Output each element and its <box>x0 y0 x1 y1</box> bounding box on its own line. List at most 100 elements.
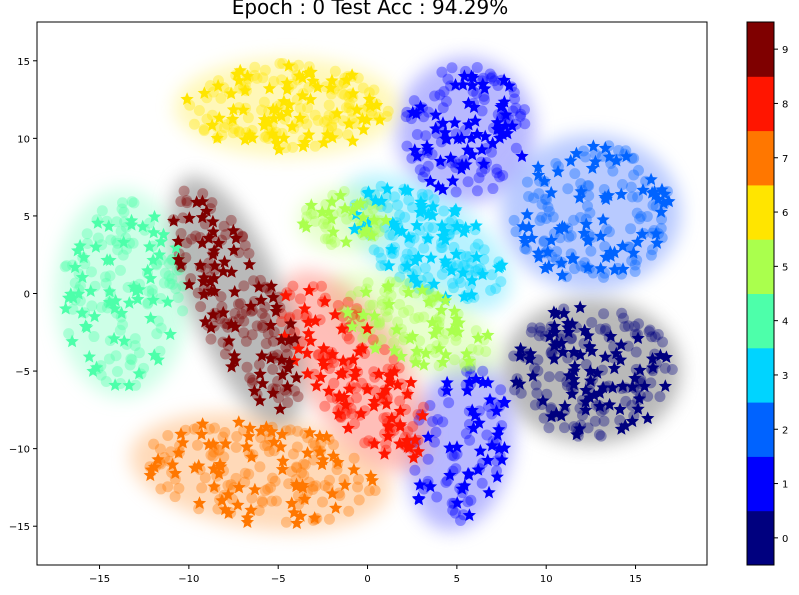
test-point-class-8 <box>377 447 392 460</box>
train-point-class-0 <box>534 322 546 334</box>
train-point-class-1 <box>510 142 522 154</box>
train-point-class-2 <box>523 190 535 202</box>
test-point-class-1 <box>462 375 477 389</box>
test-point-class-9 <box>197 287 211 301</box>
train-point-class-2 <box>569 168 581 180</box>
test-point-class-4 <box>143 271 158 285</box>
train-point-class-4 <box>152 315 164 327</box>
train-point-class-1 <box>462 496 474 508</box>
train-point-class-2 <box>628 169 640 181</box>
test-point-class-5 <box>324 212 339 225</box>
train-point-class-2 <box>575 260 587 272</box>
test-point-class-5 <box>401 285 416 299</box>
test-point-class-6 <box>303 92 318 106</box>
test-point-class-4 <box>89 240 103 253</box>
train-point-class-2 <box>626 255 638 267</box>
test-point-class-5 <box>460 346 474 360</box>
test-point-class-2 <box>619 149 634 163</box>
train-point-class-9 <box>205 333 217 345</box>
test-point-class-8 <box>314 370 328 383</box>
train-point-class-4 <box>104 270 116 282</box>
test-point-class-0 <box>593 386 607 399</box>
train-point-class-6 <box>215 92 227 104</box>
train-point-class-7 <box>363 485 375 497</box>
test-point-class-1 <box>465 78 479 92</box>
train-point-class-2 <box>575 212 587 224</box>
test-point-class-9 <box>182 211 196 224</box>
test-point-class-1 <box>486 136 500 150</box>
test-point-class-3 <box>465 288 479 301</box>
test-point-class-9 <box>264 318 278 331</box>
y-tick-label: −5 <box>15 367 30 378</box>
train-point-class-6 <box>294 102 306 114</box>
test-point-class-2 <box>581 260 595 274</box>
test-point-class-0 <box>549 307 563 320</box>
test-point-class-8 <box>300 366 315 380</box>
train-point-class-7 <box>298 469 310 481</box>
test-point-class-2 <box>616 239 630 252</box>
train-point-class-6 <box>259 64 271 76</box>
test-point-class-6 <box>296 139 310 153</box>
train-point-class-0 <box>529 399 541 411</box>
train-point-class-4 <box>126 196 138 208</box>
train-point-class-9 <box>234 298 246 310</box>
test-point-class-4 <box>100 253 114 266</box>
train-point-class-8 <box>367 334 379 346</box>
train-point-class-1 <box>449 507 461 519</box>
test-point-class-5 <box>382 297 396 311</box>
train-point-class-2 <box>568 214 580 226</box>
train-point-class-7 <box>219 426 231 438</box>
test-point-class-7 <box>325 486 339 500</box>
train-point-class-4 <box>81 228 93 240</box>
test-point-class-8 <box>337 390 351 404</box>
train-point-class-9 <box>256 320 268 332</box>
test-point-class-5 <box>434 303 448 316</box>
test-point-class-0 <box>582 339 597 353</box>
test-point-class-2 <box>565 251 579 265</box>
test-point-class-9 <box>171 234 185 247</box>
test-point-class-2 <box>517 231 532 245</box>
train-point-class-5 <box>327 189 339 201</box>
train-point-class-3 <box>394 271 406 283</box>
test-point-class-9 <box>269 304 283 318</box>
test-point-class-9 <box>253 393 267 407</box>
train-point-class-7 <box>207 450 219 462</box>
train-point-class-2 <box>625 223 637 235</box>
train-point-class-1 <box>430 426 442 438</box>
train-point-class-1 <box>488 75 500 87</box>
test-point-class-8 <box>341 421 355 434</box>
test-point-class-0 <box>565 387 579 400</box>
train-point-class-6 <box>293 59 305 71</box>
train-point-class-2 <box>521 243 533 255</box>
test-point-class-1 <box>497 441 512 454</box>
test-point-class-0 <box>523 346 538 360</box>
train-point-class-3 <box>428 194 440 206</box>
train-point-class-7 <box>253 504 265 516</box>
test-point-class-0 <box>606 380 620 394</box>
train-point-class-8 <box>294 293 306 305</box>
test-point-class-6 <box>197 86 212 99</box>
train-point-class-3 <box>392 199 404 211</box>
test-point-class-5 <box>390 322 404 336</box>
test-point-class-0 <box>633 363 647 376</box>
train-point-class-1 <box>464 434 476 446</box>
test-point-class-1 <box>413 478 427 491</box>
train-point-class-2 <box>551 246 563 258</box>
test-point-class-6 <box>232 73 246 87</box>
test-point-class-8 <box>352 344 366 358</box>
test-point-class-9 <box>242 257 257 271</box>
test-point-class-3 <box>410 218 424 232</box>
test-point-class-1 <box>440 132 454 145</box>
train-point-class-7 <box>267 472 279 484</box>
test-point-class-6 <box>345 68 359 81</box>
train-point-class-9 <box>280 341 292 353</box>
train-point-class-1 <box>428 436 440 448</box>
test-point-class-7 <box>338 478 352 491</box>
test-point-class-1 <box>460 383 475 397</box>
test-point-class-5 <box>367 213 381 227</box>
train-point-class-7 <box>188 423 200 435</box>
test-point-class-3 <box>475 267 490 281</box>
train-point-class-2 <box>534 215 546 227</box>
train-point-class-2 <box>620 145 632 157</box>
test-point-class-1 <box>497 73 511 86</box>
